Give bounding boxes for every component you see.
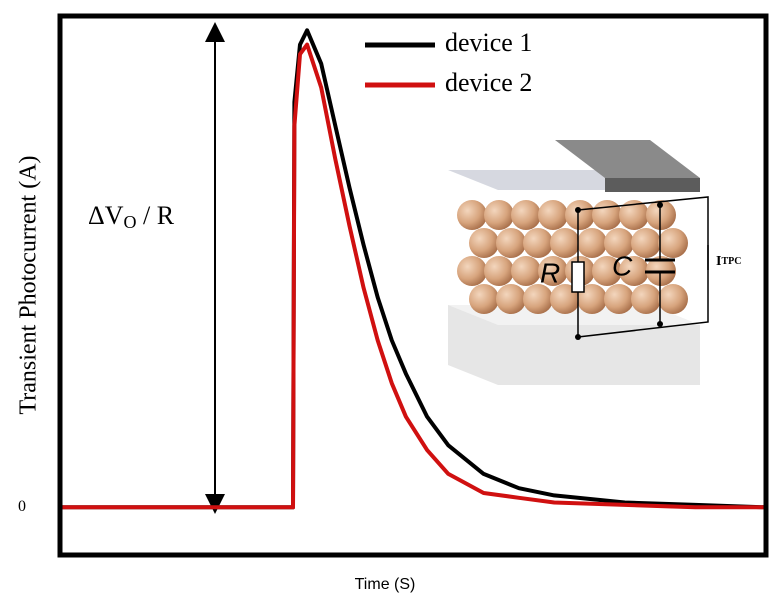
particle xyxy=(604,284,634,314)
legend-label: device 2 xyxy=(445,68,532,97)
particle xyxy=(619,256,649,286)
particle xyxy=(523,284,553,314)
legend-label: device 1 xyxy=(445,28,532,57)
particle xyxy=(484,256,514,286)
particle xyxy=(658,284,688,314)
particle xyxy=(457,200,487,230)
particle xyxy=(592,200,622,230)
inset-label: C xyxy=(612,250,633,281)
particle xyxy=(469,284,499,314)
particle xyxy=(538,256,568,286)
particle xyxy=(457,256,487,286)
particle xyxy=(511,200,541,230)
particle xyxy=(631,228,661,258)
particle xyxy=(550,228,580,258)
plot-frame xyxy=(57,13,769,558)
particle xyxy=(538,200,568,230)
particle xyxy=(631,284,661,314)
particle xyxy=(523,228,553,258)
particle xyxy=(469,228,499,258)
annotation: ΔVO / R xyxy=(88,201,175,232)
particle xyxy=(592,256,622,286)
particle xyxy=(496,228,526,258)
x-axis-label: Time (S) xyxy=(355,576,416,593)
particle xyxy=(658,228,688,258)
y-tick-label: 0 xyxy=(18,498,26,515)
particle xyxy=(619,200,649,230)
particle xyxy=(511,256,541,286)
series-line xyxy=(60,42,766,510)
particle xyxy=(577,228,607,258)
inset-label: R xyxy=(540,257,560,288)
particle xyxy=(565,200,595,230)
inset-label: ITPC xyxy=(716,254,741,269)
inset-diagram: R C ITPC xyxy=(448,140,741,385)
y-axis-label: Transient Photocurrent (A) xyxy=(16,155,42,414)
particle xyxy=(646,200,676,230)
particle xyxy=(604,228,634,258)
particle xyxy=(484,200,514,230)
particle xyxy=(496,284,526,314)
series-line xyxy=(60,28,767,510)
